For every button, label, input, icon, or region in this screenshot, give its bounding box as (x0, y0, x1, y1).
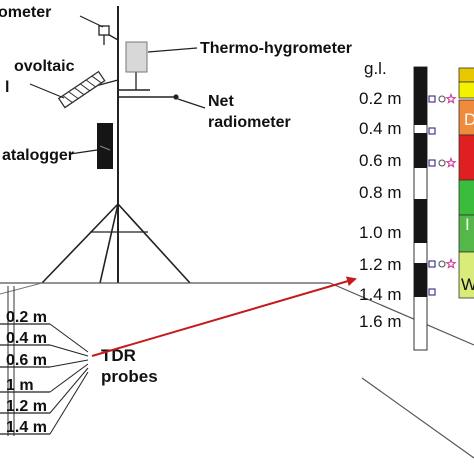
ground-perspective-line-right (329, 282, 474, 346)
soil-column-label: W (461, 275, 474, 294)
tdr-probe-leader (49, 367, 89, 414)
square-marker (428, 260, 436, 268)
datalogger-label: atalogger (2, 147, 74, 164)
circle-marker (438, 260, 446, 268)
circle-marker (438, 159, 446, 167)
profile-depth-label: 1.6 m (359, 312, 402, 331)
photovoltaic-label-line2: l (5, 79, 9, 96)
profile-depth-label: 1.0 m (359, 223, 402, 242)
net-radiometer-label-line1: Net (208, 93, 234, 110)
profile-sensor-segment-4 (414, 263, 427, 297)
datalogger-leader (69, 149, 98, 155)
tripod-leg-mid (99, 203, 119, 284)
profile-sensor-segment-1 (414, 67, 427, 125)
thermo-hygrometer-leader (147, 47, 198, 53)
tdr-depth-label: 0.4 m (6, 330, 47, 347)
tdr-probe-leader (49, 344, 89, 357)
star-marker (445, 257, 457, 269)
anemometer-label: ometer (0, 4, 51, 21)
datalogger-detail (99, 145, 111, 151)
net-radiometer-label-line2: radiometer (208, 114, 291, 131)
tdr-probe-leader (49, 359, 89, 368)
tripod-leg-right (117, 203, 191, 284)
photovoltaic-label-line1: ovoltaic (14, 58, 75, 75)
tdr-probe-leader (49, 323, 89, 353)
star-marker (445, 92, 457, 104)
tripod-leg-left (41, 203, 119, 284)
profile-depth-label: 0.8 m (359, 183, 402, 202)
star-marker (445, 156, 457, 168)
soil-color-block (458, 179, 474, 216)
tdr-depth-label: 1.2 m (6, 398, 47, 415)
soil-color-block (458, 81, 474, 99)
tdr-depth-label: 1 m (6, 377, 34, 394)
tdr-depth-label: 1.4 m (6, 419, 47, 436)
photovoltaic-panel-icon (57, 70, 106, 109)
soil-color-block (458, 134, 474, 181)
profile-top-label: g.l. (364, 59, 387, 78)
profile-sensor-segment-3 (414, 199, 427, 243)
anemometer-leader (79, 15, 104, 28)
square-marker (428, 95, 436, 103)
photovoltaic-leader (29, 83, 65, 99)
profile-depth-label: 0.4 m (359, 119, 402, 138)
tdr-label-line2: probes (101, 367, 158, 386)
square-marker (428, 288, 436, 296)
soil-column-label: I (465, 215, 470, 234)
profile-depth-label: 1.2 m (359, 255, 402, 274)
soil-color-block (458, 67, 474, 83)
datalogger-icon (97, 123, 113, 169)
square-marker (428, 127, 436, 135)
profile-depth-label: 0.6 m (359, 151, 402, 170)
tdr-probe-leader (49, 363, 89, 393)
square-marker (428, 159, 436, 167)
tdr-depth-label: 0.2 m (6, 309, 47, 326)
thermo-hygrometer-label: Thermo-hygrometer (200, 40, 352, 57)
tdr-depth-label: 0.6 m (6, 352, 47, 369)
profile-sensor-segment-2 (414, 133, 427, 168)
soil-column-label: D (464, 110, 474, 129)
anemometer-icon (98, 25, 110, 36)
profile-depth-label: 1.4 m (359, 285, 402, 304)
net-radiometer-leader (177, 98, 206, 109)
soil-color-block (458, 251, 474, 299)
thermo-hygrometer-icon (125, 41, 148, 73)
ground-perspective-line-left (0, 282, 43, 295)
profile-depth-label: 0.2 m (359, 89, 402, 108)
tdr-probe-leader (49, 371, 89, 435)
arrow-to-profile (91, 276, 357, 357)
circle-marker (438, 95, 446, 103)
net-radiometer-icon (173, 94, 179, 100)
ground-perspective-line-lower (361, 377, 474, 459)
